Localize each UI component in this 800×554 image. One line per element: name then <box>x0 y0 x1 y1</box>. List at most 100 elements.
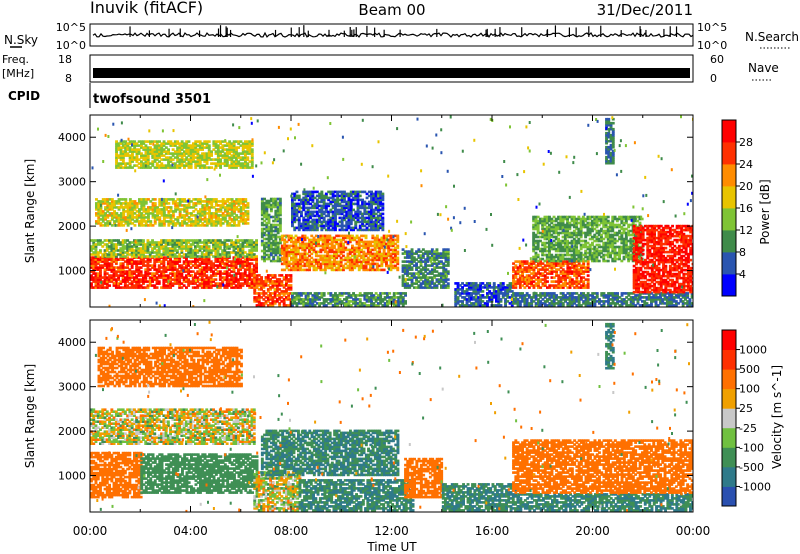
cell-band-0 <box>248 264 252 267</box>
cell-band-1 <box>243 255 247 258</box>
cell-band-8 <box>354 296 358 299</box>
cell-band-8 <box>383 298 387 301</box>
cell-band-0 <box>126 270 130 273</box>
cell-band-7 <box>349 214 353 218</box>
cell-band-8 <box>367 298 371 301</box>
cell-band-2 <box>223 208 227 211</box>
cell-band-5 <box>265 229 269 233</box>
cell-band-9 <box>401 268 405 271</box>
cell-band-7 <box>354 202 358 206</box>
cell-band-2 <box>242 220 245 223</box>
cell-band-2 <box>178 202 182 205</box>
cell-band-0 <box>139 272 143 275</box>
cell-band-7 <box>291 220 294 224</box>
cell-band-0 <box>207 278 211 281</box>
cell-band-6 <box>344 234 348 238</box>
cell-band-3 <box>248 144 252 147</box>
cell-band-1 <box>187 245 191 248</box>
cell-band-3 <box>149 166 152 169</box>
cell-band-2 <box>230 224 234 227</box>
cell-band-6 <box>326 242 330 246</box>
cell-band-3 <box>223 164 227 167</box>
cell-band-1 <box>178 247 182 250</box>
cell-band-9 <box>406 254 409 257</box>
cell-band-7 <box>365 228 369 232</box>
cell-band-1 <box>144 249 148 252</box>
cell-band-5 <box>274 213 278 217</box>
cell-band-4 <box>260 304 263 307</box>
cell-band-4 <box>262 284 266 287</box>
cell-band-1 <box>151 239 154 242</box>
cell-band-5 <box>274 199 278 203</box>
cell-band-6 <box>285 240 289 244</box>
cell-band-0 <box>189 266 193 269</box>
cell-band-3 <box>158 144 161 147</box>
cell-band-3 <box>250 144 254 147</box>
cell-band-7 <box>295 214 299 218</box>
cell-band-6 <box>346 264 350 268</box>
cell-band-6 <box>285 256 289 260</box>
cell-band-7 <box>297 216 301 220</box>
cell-band-5 <box>265 233 269 237</box>
cell-band-0 <box>112 260 116 263</box>
cell-band-1 <box>175 251 179 254</box>
cell-band-0 <box>185 258 188 261</box>
cell-band-6 <box>375 244 379 248</box>
cell-band-3 <box>244 164 247 167</box>
cell-band-2 <box>228 198 232 201</box>
cell-band-2 <box>117 224 121 227</box>
cell-band-9 <box>410 260 414 263</box>
cell-band-6 <box>391 250 395 254</box>
cell-band-2 <box>230 210 234 213</box>
cell-band-9 <box>410 250 414 253</box>
cell-band-3 <box>176 150 180 153</box>
cell-band-1 <box>207 245 211 248</box>
cell-band-1 <box>241 253 245 256</box>
cell-band-8 <box>347 294 351 297</box>
cell-band-7 <box>376 204 380 208</box>
cell-band-3 <box>135 142 139 145</box>
cell-band-6 <box>391 240 395 244</box>
cell-band-2 <box>108 206 112 209</box>
cell-band-6 <box>342 246 345 250</box>
cell-band-6 <box>292 258 296 262</box>
cell-band-9 <box>403 272 407 275</box>
cell-band-2 <box>110 200 114 203</box>
cell-band-2 <box>106 200 110 203</box>
cell-band-0 <box>139 262 143 265</box>
cell-band-6 <box>305 258 309 262</box>
cell-band-2 <box>208 210 211 213</box>
cell-band-6 <box>326 240 330 244</box>
cell-band-1 <box>153 247 157 250</box>
cell-band-0 <box>246 266 249 269</box>
cell-band-7 <box>370 208 373 212</box>
cell-band-3 <box>241 146 245 149</box>
cell-band-6 <box>308 244 311 248</box>
cell-band-7 <box>304 200 308 204</box>
cell-band-1 <box>169 253 172 256</box>
cell-band-2 <box>115 214 119 217</box>
cell-band-6 <box>387 244 391 248</box>
cell-band-2 <box>201 206 205 209</box>
cell-band-0 <box>126 258 130 261</box>
cell-band-3 <box>205 146 209 149</box>
cell-band-7 <box>358 204 362 208</box>
cell-band-9 <box>410 284 414 287</box>
cell-band-2 <box>190 220 193 223</box>
cell-band-7 <box>295 190 299 194</box>
cell-band-0 <box>110 268 114 271</box>
cell-band-6 <box>287 236 291 240</box>
cell-band-6 <box>339 238 343 242</box>
cell-band-6 <box>285 260 289 264</box>
cell-band-0 <box>171 284 175 287</box>
cell-band-0 <box>157 276 161 279</box>
cell-band-8 <box>388 298 392 301</box>
cell-band-3 <box>239 162 243 165</box>
cell-band-3 <box>239 164 243 167</box>
cell-band-6 <box>375 246 379 250</box>
cell-band-1 <box>123 247 127 250</box>
cell-band-8 <box>329 300 333 303</box>
cell-band-6 <box>357 260 361 264</box>
cell-band-3 <box>246 164 250 167</box>
cell-band-5 <box>272 205 276 209</box>
